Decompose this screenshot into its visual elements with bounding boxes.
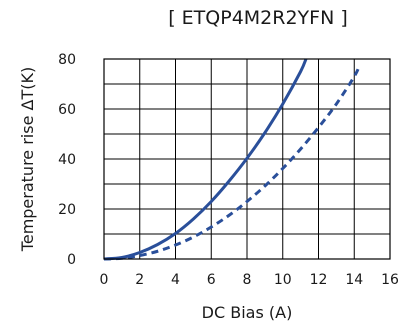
x-tick-label: 10 [274, 272, 292, 288]
series-line-solid [103, 58, 308, 261]
series-lines [103, 58, 361, 261]
x-tick-label: 0 [100, 272, 109, 288]
y-tick-label: 60 [58, 102, 76, 118]
plot-frame [103, 58, 391, 260]
x-tick-label: 16 [381, 272, 399, 288]
x-axis-label: DC Bias (A) [202, 303, 293, 322]
x-tick-label: 4 [171, 272, 180, 288]
y-tick-label: 0 [67, 252, 76, 268]
x-tick-label: 6 [207, 272, 216, 288]
x-tick-labels: 0 2 4 6 8 10 12 14 16 [100, 272, 399, 288]
x-tick-label: 8 [243, 272, 252, 288]
y-tick-label: 80 [58, 52, 76, 68]
x-tick-label: 12 [310, 272, 328, 288]
y-tick-labels: 0 20 40 60 80 [58, 52, 76, 268]
chart-title: [ ETQP4M2R2YFN ] [168, 7, 348, 29]
y-tick-label: 40 [58, 152, 76, 168]
y-axis-label: Temperature rise ΔT(K) [18, 67, 37, 252]
y-tick-label: 20 [58, 202, 76, 218]
grid-lines [104, 59, 390, 259]
x-tick-label: 14 [345, 272, 363, 288]
series-line-dashed [103, 64, 361, 261]
x-tick-label: 2 [135, 272, 144, 288]
